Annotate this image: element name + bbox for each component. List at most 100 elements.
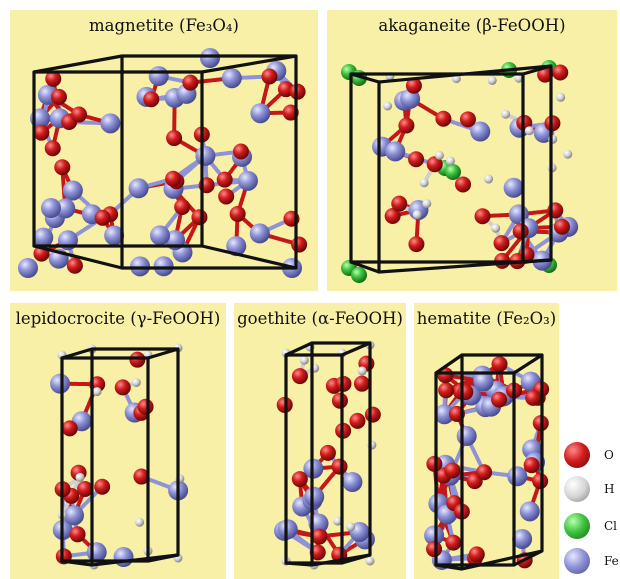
iron-atom (113, 547, 134, 568)
chlorine-ball-icon (564, 513, 590, 539)
oxygen-atom (50, 88, 67, 105)
iron-atom (63, 505, 84, 526)
unit-cell-edge (201, 244, 297, 270)
hydrogen-atom (419, 178, 429, 188)
lepidocrocite-structure (50, 343, 189, 570)
unit-cell-edge (33, 244, 123, 270)
iron-atom (519, 501, 540, 522)
hydrogen-atom (383, 101, 393, 111)
unit-cell-edge (350, 72, 380, 84)
oxygen-atom (291, 236, 308, 253)
iron-atom (226, 236, 247, 257)
hydrogen-atom (135, 517, 145, 527)
iron-atom (86, 542, 107, 563)
legend-item-chlorine: Cl (560, 513, 620, 543)
oxygen-atom (69, 526, 86, 543)
oxygen-atom (405, 77, 422, 94)
oxygen-ball-icon (564, 442, 590, 468)
goethite-structure (274, 340, 381, 570)
magnetite-structure (18, 48, 308, 278)
oxygen-atom (129, 351, 146, 368)
legend-item-hydrogen: H (560, 476, 620, 506)
iron-atom (424, 525, 445, 546)
chlorine-atom (351, 267, 367, 283)
iron-atom (55, 198, 76, 219)
oxygen-atom (435, 110, 452, 127)
iron-atom (342, 472, 363, 493)
oxygen-atom (364, 406, 381, 423)
oxygen-atom (426, 455, 443, 472)
oxygen-atom (44, 140, 61, 157)
oxygen-atom (94, 478, 111, 495)
unit-cell-edge (522, 64, 552, 76)
oxygen-atom (291, 471, 308, 488)
akaganeite-title: akaganeite (β-FeOOH) (378, 16, 566, 35)
oxygen-atom (426, 541, 443, 558)
iron-atom (249, 223, 270, 244)
iron-atom (18, 258, 38, 278)
oxygen-atom (476, 464, 493, 481)
hydrogen-atom (346, 522, 356, 532)
hydrogen-ball-icon (564, 476, 590, 502)
oxygen-atom (232, 143, 249, 160)
oxygen-atom (491, 356, 508, 373)
iron-atom (304, 486, 325, 507)
hydrogen-atom (357, 366, 367, 376)
unit-cell-edge (147, 347, 179, 360)
goethite-title: goethite (α-FeOOH) (237, 309, 403, 328)
iron-atom (221, 68, 242, 89)
oxygen-atom (289, 83, 306, 100)
iron-atom (148, 66, 169, 87)
unit-cell-edge (522, 258, 552, 264)
oxygen-atom (66, 257, 83, 274)
unit-cell-edge (513, 549, 543, 567)
iron-atom (33, 227, 54, 248)
iron-atom (200, 48, 220, 68)
iron-atom (130, 256, 151, 277)
oxygen-atom (45, 70, 62, 87)
oxygen-atom (454, 176, 471, 193)
lepidocrocite-title: lepidocrocite (γ-FeOOH) (15, 309, 221, 328)
hydrogen-atom (92, 387, 102, 397)
hydrogen-atom (514, 73, 524, 83)
legend-label-chlorine: Cl (604, 519, 618, 533)
hydrogen-atom (484, 174, 494, 184)
oxygen-atom (218, 188, 235, 205)
oxygen-atom (331, 392, 348, 409)
oxygen-atom (33, 124, 50, 141)
iron-atom (277, 519, 298, 540)
oxygen-atom (71, 106, 88, 123)
akaganeite-structure (341, 60, 579, 283)
panel-goethite: goethite (α-FeOOH) (234, 303, 406, 579)
oxygen-atom (191, 209, 208, 226)
iron-atom (128, 178, 149, 199)
iron-atom (507, 466, 528, 487)
oxygen-atom (165, 170, 182, 187)
oxygen-atom (445, 534, 462, 551)
hydrogen-atom (365, 556, 375, 566)
oxygen-atom (216, 171, 233, 188)
unit-cell-edge (341, 341, 371, 357)
hydrogen-atom (434, 150, 444, 160)
oxygen-atom (493, 235, 510, 252)
oxygen-atom (459, 111, 476, 128)
unit-cell-edge (285, 341, 313, 357)
oxygen-atom (174, 198, 191, 215)
oxygen-atom (457, 384, 474, 401)
oxygen-atom (291, 368, 308, 385)
hydrogen-atom (422, 199, 432, 209)
iron-atom (40, 198, 61, 219)
iron-atom (237, 170, 258, 191)
iron-ball-icon (564, 548, 590, 574)
legend-label-hydrogen: H (604, 482, 615, 496)
oxygen-atom (133, 468, 150, 485)
hydrogen-atom (556, 92, 566, 102)
oxygen-atom (523, 457, 540, 474)
unit-cell-edge (350, 260, 380, 274)
oxygen-atom (537, 66, 554, 83)
legend-label-oxygen: O (604, 448, 614, 462)
unit-cell-edge (435, 353, 463, 375)
oxygen-atom (143, 91, 160, 108)
oxygen-atom (391, 195, 408, 212)
iron-atom (153, 256, 174, 277)
